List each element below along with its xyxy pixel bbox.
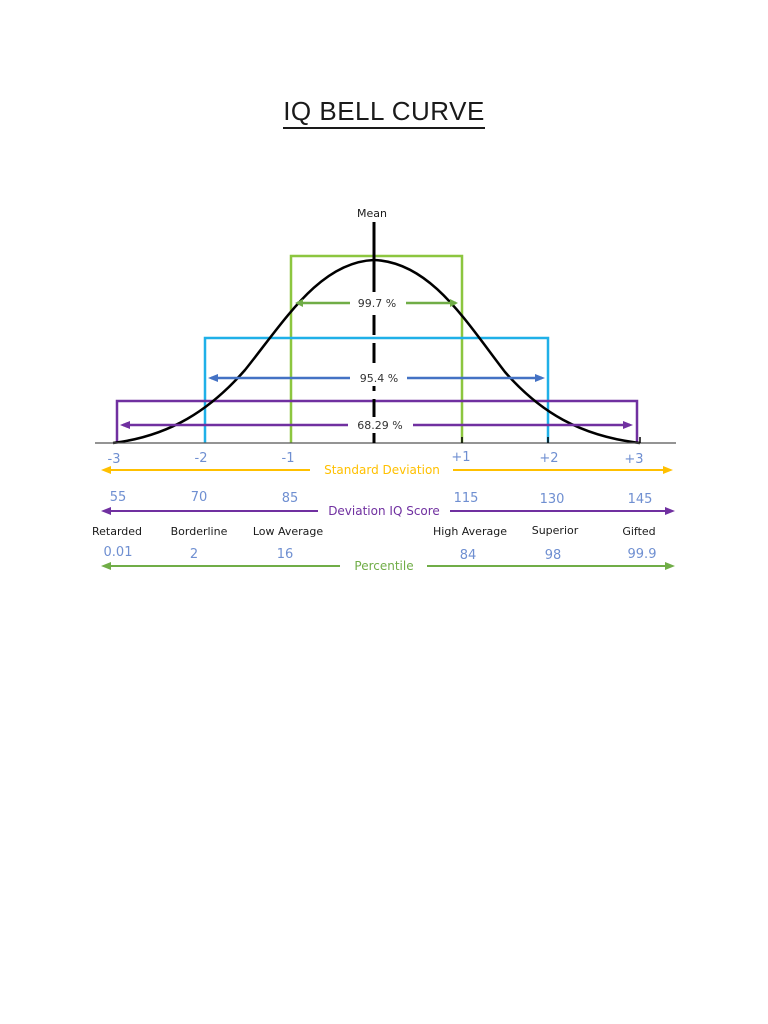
category-label: Retarded	[92, 525, 142, 538]
iq-row-title: Deviation IQ Score	[328, 504, 440, 518]
percentile-value: 0.01	[104, 545, 133, 560]
range-box-95-4	[203, 336, 550, 443]
iq-value: 130	[540, 492, 565, 507]
sd-value: -3	[108, 452, 121, 467]
sd-value: +3	[624, 452, 643, 467]
iq-value: 145	[628, 492, 653, 507]
percentile-value: 2	[190, 547, 198, 562]
percentile-row-title: Percentile	[354, 559, 413, 573]
sd-row-title: Standard Deviation	[324, 463, 440, 477]
iq-value: 70	[191, 490, 208, 505]
range-box-99-7	[289, 254, 464, 443]
percentile-value: 16	[277, 547, 294, 562]
sd-values: -3 -2 -1 +1 +2 +3	[108, 450, 644, 467]
category-label: Borderline	[171, 525, 228, 538]
range-label-95-4: 95.4 %	[360, 372, 398, 385]
sd-value: -2	[195, 451, 208, 466]
sd-value: +2	[539, 451, 558, 466]
range-box-68-29	[115, 399, 639, 443]
percentile-values: 0.01 2 16 84 98 99.9	[104, 545, 657, 563]
mean-label: Mean	[357, 207, 387, 220]
sd-value: -1	[282, 451, 295, 466]
percentile-value: 98	[545, 548, 562, 563]
category-label: High Average	[433, 525, 507, 538]
percentile-value: 84	[460, 548, 477, 563]
sd-value: +1	[451, 450, 470, 465]
bell-curve-line	[112, 258, 641, 445]
percentile-value: 99.9	[628, 547, 657, 562]
title-text: IQ BELL CURVE	[283, 96, 485, 129]
iq-value: 85	[282, 491, 299, 506]
category-label: Low Average	[253, 525, 324, 538]
category-label: Superior	[532, 524, 579, 537]
page-title: IQ BELL CURVE	[0, 96, 768, 129]
iq-value: 55	[110, 490, 127, 505]
range-label-99-7: 99.7 %	[358, 297, 396, 310]
category-labels: Retarded Borderline Low Average High Ave…	[92, 524, 656, 538]
range-label-68-29: 68.29 %	[357, 419, 402, 432]
category-label: Gifted	[622, 525, 655, 538]
iq-value: 115	[454, 491, 479, 506]
iq-values: 55 70 85 115 130 145	[110, 490, 653, 507]
